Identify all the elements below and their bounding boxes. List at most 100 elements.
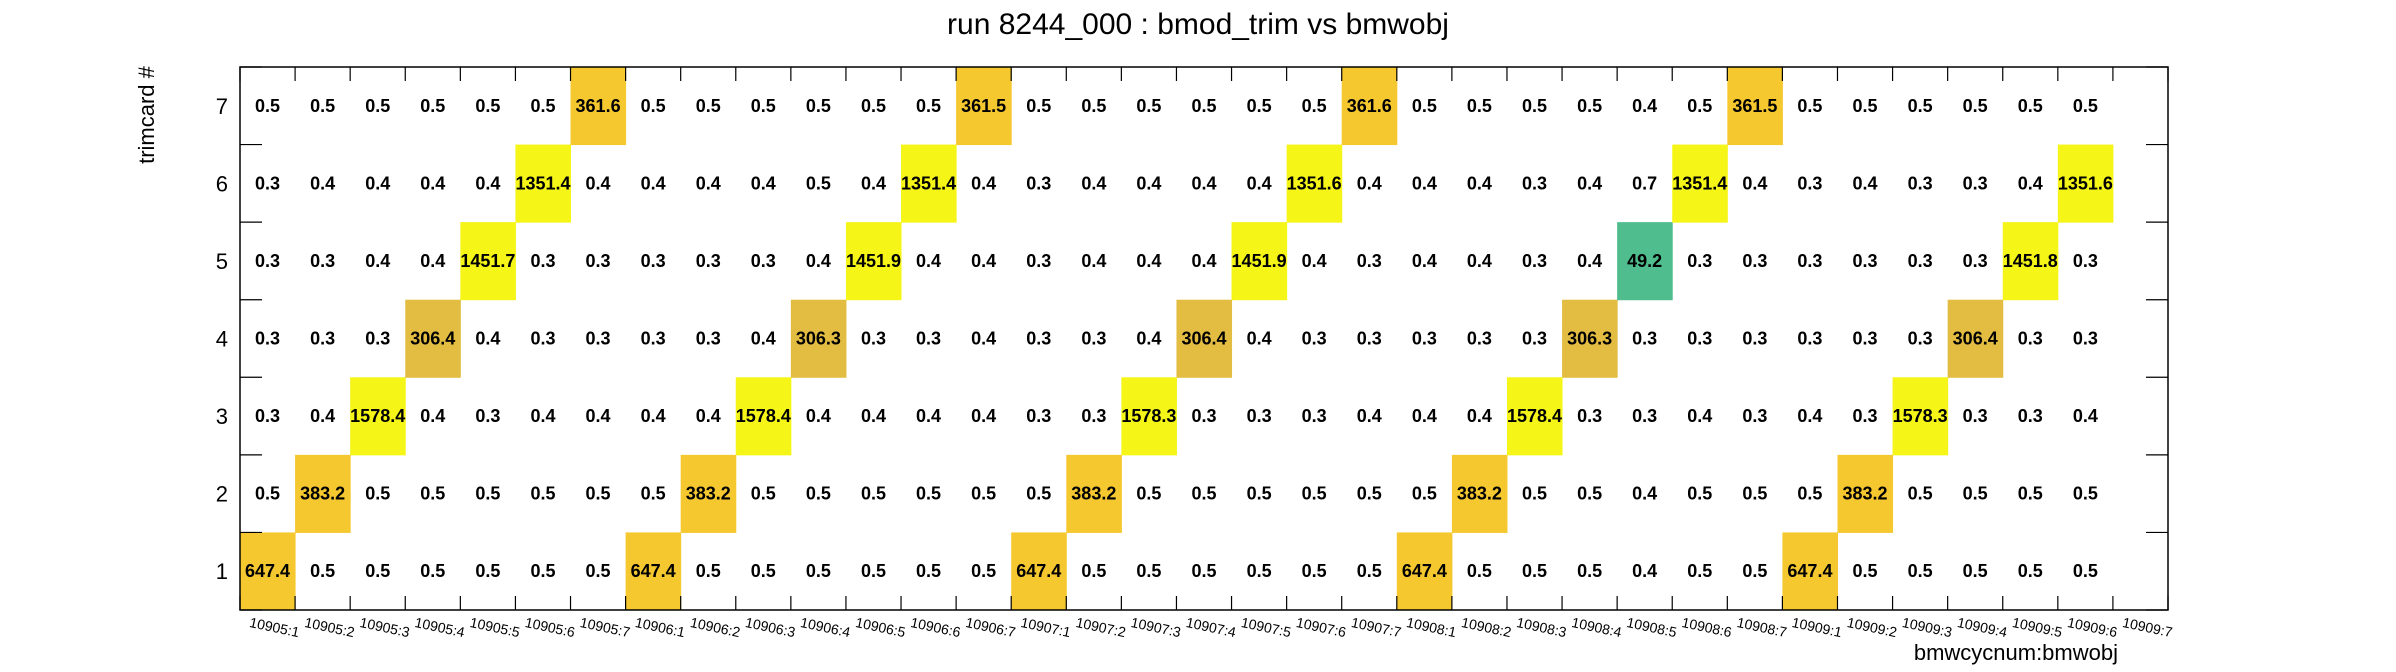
cell-value: 0.5 (365, 561, 390, 581)
cell-value: 0.3 (530, 329, 555, 349)
y-axis-ticks: 1 2 3 4 5 6 7 (216, 66, 2168, 611)
cell-value: 0.5 (1522, 96, 1547, 116)
x-tick-label: 10909:7 (2121, 614, 2174, 640)
cell-value: 0.5 (1742, 484, 1767, 504)
cell-value: 0.5 (806, 173, 831, 193)
cell-value: 1351.6 (2058, 173, 2113, 193)
cell-value: 0.4 (1247, 329, 1272, 349)
cell-value: 0.4 (1467, 406, 1492, 426)
x-tick-label: 10909:1 (1791, 614, 1844, 640)
heatmap-cell (1892, 377, 1949, 456)
cell-value: 0.3 (1797, 251, 1822, 271)
cell-value: 0.3 (641, 329, 666, 349)
cell-value: 647.4 (631, 561, 676, 581)
cell-value: 0.3 (1632, 406, 1657, 426)
cell-value: 0.5 (1577, 484, 1602, 504)
x-tick-label: 10907:5 (1240, 614, 1293, 640)
x-tick-label: 10905:1 (248, 614, 301, 640)
heatmap-cell (1451, 454, 1508, 533)
cell-value: 0.4 (2018, 173, 2043, 193)
cell-value: 0.5 (1963, 96, 1988, 116)
cell-value: 0.3 (1522, 329, 1547, 349)
cell-value: 647.4 (1016, 561, 1061, 581)
cell-value: 0.4 (1853, 173, 1878, 193)
cell-value: 0.5 (1191, 96, 1216, 116)
cell-value: 0.4 (1632, 96, 1657, 116)
cell-value: 0.5 (1797, 96, 1822, 116)
cell-value: 0.5 (971, 561, 996, 581)
cell-value: 0.3 (365, 329, 390, 349)
x-tick-label: 10905:6 (524, 614, 577, 640)
cell-value: 0.4 (916, 251, 941, 271)
cell-value: 0.4 (696, 406, 721, 426)
cell-value: 0.4 (365, 251, 390, 271)
cell-value: 0.4 (310, 173, 335, 193)
cell-value: 1451.9 (1232, 251, 1287, 271)
cell-value: 0.3 (1908, 329, 1933, 349)
cell-value: 0.3 (861, 329, 886, 349)
cell-value: 0.4 (475, 173, 500, 193)
heatmap-cell (2002, 222, 2059, 301)
cell-value: 0.5 (1412, 484, 1437, 504)
y-tick-label: 7 (216, 94, 228, 119)
cell-value: 0.3 (1412, 329, 1437, 349)
cell-value: 647.4 (1402, 561, 1447, 581)
cell-value: 0.5 (751, 561, 776, 581)
cell-value: 0.3 (1742, 329, 1767, 349)
cell-value: 0.5 (310, 561, 335, 581)
cell-value: 306.4 (410, 329, 455, 349)
cell-value: 0.5 (861, 561, 886, 581)
cell-value: 0.4 (916, 406, 941, 426)
cell-value: 0.4 (1412, 173, 1437, 193)
cell-value: 0.5 (971, 484, 996, 504)
cell-value: 0.5 (2073, 484, 2098, 504)
cell-value: 0.3 (1026, 406, 1051, 426)
cell-value: 1451.8 (2003, 251, 2058, 271)
cell-value: 0.3 (310, 329, 335, 349)
cell-value: 0.3 (1797, 173, 1822, 193)
cell-value: 0.3 (1908, 173, 1933, 193)
cell-value: 0.3 (475, 406, 500, 426)
x-tick-label: 10905:7 (579, 614, 632, 640)
plot-frame (239, 66, 2169, 611)
cell-value: 0.3 (751, 251, 776, 271)
cell-value: 0.5 (1136, 561, 1161, 581)
cell-value: 0.5 (1467, 561, 1492, 581)
cell-value: 0.3 (1853, 406, 1878, 426)
cell-value: 0.3 (586, 251, 611, 271)
cell-value: 0.3 (1687, 251, 1712, 271)
cell-value: 361.5 (1732, 96, 1777, 116)
cell-value: 0.4 (1412, 251, 1437, 271)
y-tick-label: 3 (216, 404, 228, 429)
cell-value: 0.4 (971, 173, 996, 193)
cell-value-labels: 647.4 0.5 0.5 0.5 0.5 0.5 0.5 647.4 0.5 0.5 0.5 0.5… (245, 96, 2113, 581)
cell-value: 0.4 (530, 406, 555, 426)
cell-value: 0.5 (365, 96, 390, 116)
heatmap-cell (1011, 532, 1067, 611)
cell-value: 0.4 (1302, 251, 1327, 271)
heatmap-cell (1506, 377, 1563, 456)
cell-value: 0.5 (1908, 561, 1933, 581)
cell-value: 0.5 (1357, 484, 1382, 504)
heatmap-cell (1837, 454, 1894, 533)
cell-value: 0.5 (2073, 96, 2098, 116)
cell-value: 0.5 (1853, 561, 1878, 581)
cell-value: 0.5 (1302, 96, 1327, 116)
x-tick-label: 10907:3 (1130, 614, 1183, 640)
cell-value: 0.4 (420, 173, 445, 193)
cell-value: 0.5 (475, 96, 500, 116)
cell-value: 383.2 (686, 484, 731, 504)
heatmap-cell (405, 299, 461, 378)
heatmap-cell (1066, 454, 1122, 533)
cell-value: 0.3 (255, 251, 280, 271)
cell-value: 0.5 (1081, 561, 1106, 581)
cell-value: 0.5 (696, 96, 721, 116)
cell-value: 0.3 (1963, 406, 1988, 426)
cell-value: 0.3 (1302, 329, 1327, 349)
cell-value: 0.5 (1302, 484, 1327, 504)
cell-value: 0.5 (861, 96, 886, 116)
cell-value: 0.3 (1026, 251, 1051, 271)
x-tick-label: 10909:5 (2011, 614, 2064, 640)
x-tick-label: 10908:5 (1625, 614, 1678, 640)
cell-value: 0.5 (310, 96, 335, 116)
